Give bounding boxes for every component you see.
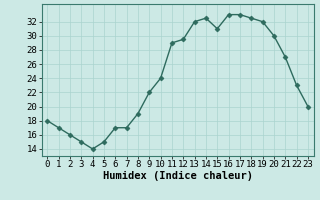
X-axis label: Humidex (Indice chaleur): Humidex (Indice chaleur) [103,171,252,181]
